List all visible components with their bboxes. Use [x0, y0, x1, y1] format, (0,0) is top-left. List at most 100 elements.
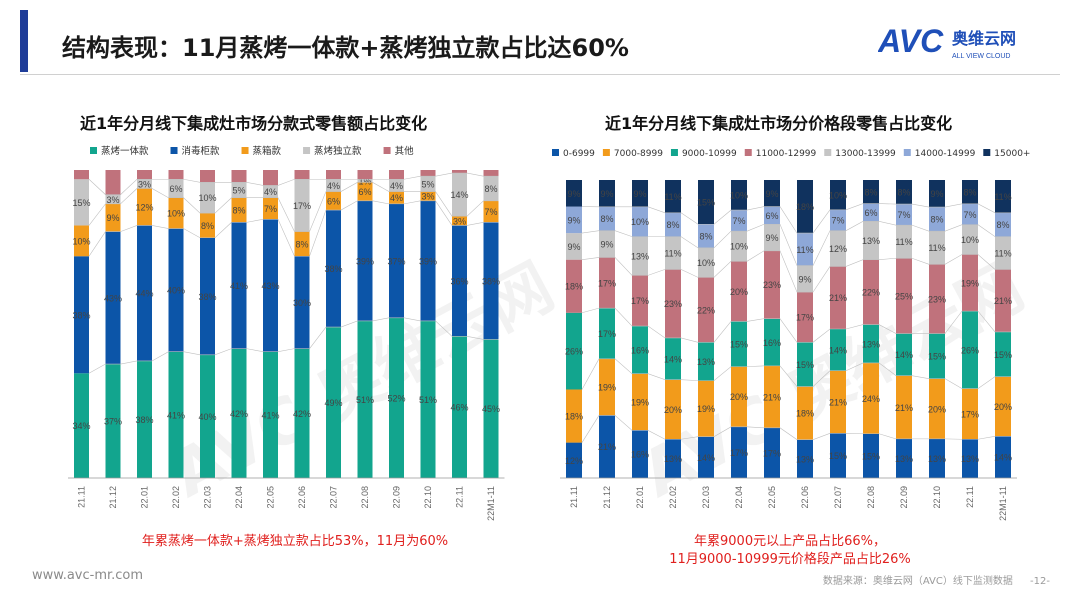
left-stacked-bar-chart: 蒸烤一体款 消毒柜款 蒸箱款 蒸烤独立款 其他 34% 38% 10% 15% 21.11 37% 4…	[68, 145, 505, 521]
bar-segment	[566, 180, 582, 207]
data-label: 17%	[293, 201, 311, 211]
x-tick-label: 22M1-11	[486, 486, 496, 521]
data-label: 4%	[390, 193, 403, 203]
data-label: 8%	[201, 221, 214, 231]
data-label: 10%	[829, 190, 847, 200]
bar-segment	[357, 179, 373, 183]
bar-segment	[294, 179, 310, 232]
data-label: 51%	[419, 395, 437, 405]
bar-segment	[764, 206, 780, 225]
bar-segment	[995, 376, 1011, 437]
data-label: 40%	[198, 412, 216, 422]
series-connector	[581, 203, 1011, 234]
data-label: 13%	[862, 339, 880, 349]
data-label: 11%	[994, 192, 1011, 202]
bar-segment	[962, 180, 978, 204]
data-label: 15%	[730, 340, 748, 350]
bar-segment	[632, 373, 648, 431]
bar-segment	[830, 209, 846, 231]
data-label: 4%	[264, 187, 277, 197]
bar-segment	[929, 333, 945, 379]
bar-segment	[698, 247, 714, 278]
bar-segment	[263, 351, 278, 478]
series-connector	[88, 200, 499, 257]
data-label: 10%	[198, 193, 216, 203]
bar-segment	[995, 212, 1011, 237]
bar-segment	[830, 370, 846, 434]
bar-segment	[105, 170, 121, 195]
data-label: 15%	[72, 198, 90, 208]
bar-segment	[830, 433, 846, 478]
x-tick-label: 22.09	[899, 486, 909, 509]
legend-item-3: 11000-12999	[744, 149, 817, 159]
bar-segment	[483, 339, 499, 478]
data-label: 10%	[697, 258, 715, 268]
data-label: 15%	[862, 451, 880, 461]
bar-segment	[263, 170, 278, 186]
data-label: 6%	[358, 187, 371, 197]
data-label: 13%	[862, 236, 880, 246]
data-label: 17%	[763, 448, 781, 458]
bar-segment	[231, 170, 247, 183]
data-label: 14%	[829, 345, 847, 355]
bar-segment	[665, 337, 681, 380]
bar-segment	[200, 182, 215, 214]
bar-segment	[599, 415, 615, 478]
data-label: 9%	[567, 242, 580, 252]
data-label: 21%	[598, 442, 616, 452]
data-label: 13%	[796, 454, 814, 464]
bar-segment	[389, 191, 404, 204]
bar-segment	[863, 362, 879, 434]
bar-segment	[74, 256, 89, 374]
data-label: 10%	[631, 217, 649, 227]
bar-segment	[137, 360, 152, 478]
data-label: 17%	[598, 278, 616, 288]
data-label: 15%	[697, 198, 715, 208]
bar-segment	[797, 439, 813, 478]
data-label: 41%	[167, 410, 185, 420]
data-label: 8%	[996, 220, 1009, 230]
series-connector	[88, 317, 499, 374]
data-label: 15%	[994, 350, 1012, 360]
data-label: 17%	[961, 409, 979, 419]
data-label: 39%	[356, 256, 374, 266]
bar-segment	[929, 378, 945, 439]
bar-segment	[995, 180, 1011, 213]
bar-segment	[389, 170, 404, 180]
data-label: 3%	[138, 179, 151, 189]
bar-segment	[105, 364, 121, 478]
data-label: 41%	[261, 410, 279, 420]
bar-segment	[698, 380, 714, 437]
data-label: 9%	[633, 189, 646, 199]
data-label: 14%	[895, 350, 913, 360]
data-label: 14%	[697, 453, 715, 463]
data-label: 9%	[765, 233, 778, 243]
data-label: 21%	[994, 296, 1012, 306]
bar-segment	[357, 170, 373, 180]
data-label: 9%	[600, 189, 613, 199]
bar-segment	[731, 180, 747, 211]
data-label: 17%	[631, 296, 649, 306]
bar-segment	[326, 170, 341, 180]
data-label: 26%	[565, 347, 583, 357]
data-label: 10%	[167, 209, 185, 219]
bar-segment	[357, 200, 373, 321]
bar-segment	[357, 320, 373, 478]
legend-swatch	[824, 149, 832, 156]
data-label: 17%	[598, 329, 616, 339]
right-stacked-bar-chart: 0-6999 7000-8999 9000-10999 11000-12999 1300…	[552, 149, 1030, 521]
footer-website: www.avc-mr.com	[32, 568, 144, 583]
bar-segment	[698, 277, 714, 343]
bar-segment	[764, 365, 780, 428]
logo-text: AVC	[878, 23, 944, 59]
data-label: 11%	[928, 243, 945, 253]
legend-item-0: 0-6999	[552, 149, 595, 159]
bar-segment	[962, 439, 978, 478]
data-label: 23%	[763, 280, 781, 290]
bar-segment	[830, 230, 846, 267]
bar-segment	[137, 188, 152, 226]
data-label: 8%	[864, 187, 877, 197]
legend-item-6: 15000+	[983, 149, 1030, 159]
data-label: 9%	[765, 189, 778, 199]
bar-segment	[483, 170, 499, 177]
